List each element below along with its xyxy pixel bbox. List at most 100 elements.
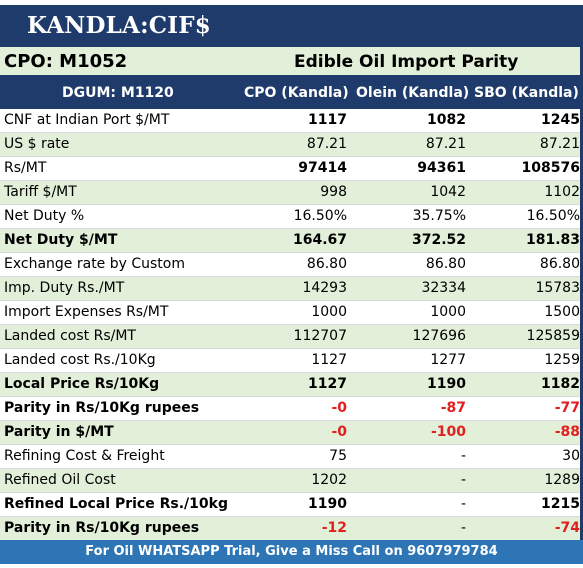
table-row: Refining Cost & Freight 75 - 30 [0,445,583,469]
row-value-olein: - [460,496,466,512]
column-header-sbo: SBO (Kandla) [474,85,579,101]
row-value-cpo: 87.21 [306,136,347,152]
row-value-olein: 372.52 [411,232,466,248]
data-table: CNF at Indian Port $/MT 1117 1082 1245 US $ … [0,109,583,541]
row-value-cpo: 1190 [308,496,347,512]
row-label: Rs/MT [4,160,47,176]
row-value-cpo: 1202 [311,472,347,488]
table-row: Rs/MT 97414 94361 108576 [0,157,583,181]
footer-banner: For Oil WHATSAPP Trial, Give a Miss Call… [0,540,583,564]
table-row: Exchange rate by Custom 86.80 86.80 86.80 [0,253,583,277]
table-row: Net Duty % 16.50% 35.75% 16.50% [0,205,583,229]
row-value-olein: - [460,472,466,488]
column-header-label: DGUM: M1120 [62,85,174,101]
row-value-cpo: 1000 [311,304,347,320]
row-label: Net Duty $/MT [4,232,118,248]
row-label: Parity in Rs/10Kg rupees [4,520,200,536]
row-value-olein: 87.21 [425,136,466,152]
row-value-olein: 94361 [417,160,466,176]
row-value-cpo: 86.80 [306,256,347,272]
row-label: Refined Local Price Rs./10kg [4,496,228,512]
sheet-title: Edible Oil Import Parity [294,52,519,72]
table-row: Import Expenses Rs/MT 1000 1000 1500 [0,301,583,325]
row-value-olein: 86.80 [425,256,466,272]
table-row: Parity in Rs/10Kg rupees -12 - -74 [0,517,583,541]
row-value-olein: - [460,520,466,536]
row-label: CNF at Indian Port $/MT [4,112,170,128]
column-header-row: DGUM: M1120 CPO (Kandla) Olein (Kandla) … [0,77,583,109]
row-value-sbo: 87.21 [539,136,580,152]
row-value-sbo: 181.83 [525,232,580,248]
row-value-cpo: 1127 [311,352,347,368]
row-label: US $ rate [4,136,70,152]
row-label: Landed cost Rs./10Kg [4,352,156,368]
row-value-cpo: -12 [321,520,347,536]
subheader: CPO: M1052 Edible Oil Import Parity [0,45,583,77]
row-value-sbo: 16.50% [526,208,580,224]
row-value-sbo: 1245 [541,112,580,128]
table-row: US $ rate 87.21 87.21 87.21 [0,133,583,157]
banner: KANDLA:CIF$ [0,5,583,45]
row-value-sbo: -88 [554,424,580,440]
banner-title: KANDLA:CIF$ [27,12,211,39]
row-value-olein: - [460,448,466,464]
row-value-sbo: 1259 [544,352,580,368]
row-value-olein: -100 [430,424,466,440]
column-header-olein: Olein (Kandla) [356,85,470,101]
row-value-cpo: 97414 [298,160,347,176]
row-value-sbo: 30 [562,448,580,464]
row-value-cpo: 1117 [308,112,347,128]
row-value-sbo: 1182 [541,376,580,392]
row-value-cpo: 998 [320,184,347,200]
row-value-olein: 32334 [421,280,466,296]
row-label: Imp. Duty Rs./MT [4,280,125,296]
row-label: Refined Oil Cost [4,472,116,488]
row-value-olein: 1277 [430,352,466,368]
table-row: Refined Oil Cost 1202 - 1289 [0,469,583,493]
row-label: Refining Cost & Freight [4,448,165,464]
table-row: Refined Local Price Rs./10kg 1190 - 1215 [0,493,583,517]
row-value-olein: 1082 [427,112,466,128]
row-value-sbo: -74 [554,520,580,536]
row-value-olein: 1190 [427,376,466,392]
row-value-olein: 1000 [430,304,466,320]
row-value-cpo: -0 [331,424,347,440]
table-row: CNF at Indian Port $/MT 1117 1082 1245 [0,109,583,133]
row-label: Parity in $/MT [4,424,114,440]
row-label: Tariff $/MT [4,184,77,200]
row-value-olein: 127696 [412,328,466,344]
row-value-sbo: 1102 [544,184,580,200]
row-value-sbo: -77 [554,400,580,416]
row-value-olein: -87 [440,400,466,416]
row-value-sbo: 108576 [521,160,580,176]
table-row: Landed cost Rs./10Kg 1127 1277 1259 [0,349,583,373]
row-label: Net Duty % [4,208,85,224]
right-border [580,45,583,540]
table-row: Local Price Rs/10Kg 1127 1190 1182 [0,373,583,397]
row-value-sbo: 125859 [526,328,580,344]
row-value-cpo: 164.67 [292,232,347,248]
row-label: Import Expenses Rs/MT [4,304,169,320]
row-value-olein: 1042 [430,184,466,200]
row-value-cpo: 1127 [308,376,347,392]
row-label: Exchange rate by Custom [4,256,186,272]
row-value-sbo: 86.80 [539,256,580,272]
row-value-cpo: 112707 [293,328,347,344]
top-strip [0,0,583,5]
row-value-cpo: -0 [331,400,347,416]
table-row: Landed cost Rs/MT 112707 127696 125859 [0,325,583,349]
row-value-cpo: 16.50% [293,208,347,224]
table-row: Parity in Rs/10Kg rupees -0 -87 -77 [0,397,583,421]
row-value-olein: 35.75% [412,208,466,224]
table-row: Parity in $/MT -0 -100 -88 [0,421,583,445]
contract-label: CPO: M1052 [4,51,128,72]
row-label: Local Price Rs/10Kg [4,376,160,392]
row-value-cpo: 75 [329,448,347,464]
row-value-sbo: 1215 [541,496,580,512]
column-header-cpo: CPO (Kandla) [244,85,349,101]
row-value-cpo: 14293 [302,280,347,296]
table-row: Imp. Duty Rs./MT 14293 32334 15783 [0,277,583,301]
row-label: Landed cost Rs/MT [4,328,136,344]
row-value-sbo: 1500 [544,304,580,320]
